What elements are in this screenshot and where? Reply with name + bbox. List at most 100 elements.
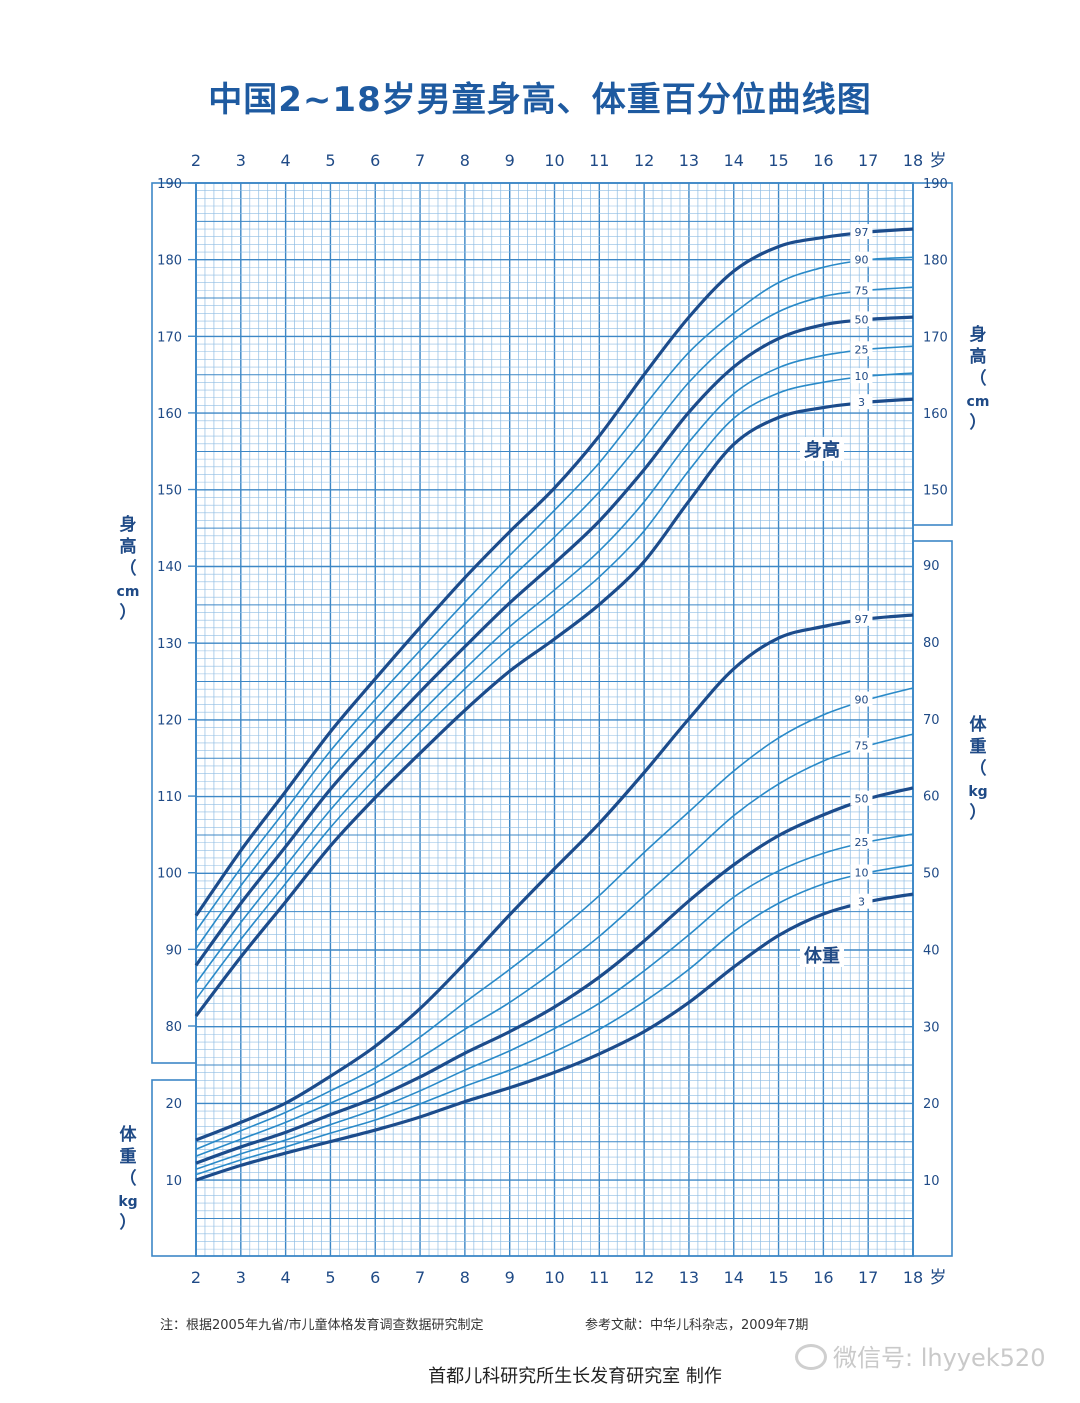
height-axis-title-left: （: [120, 558, 137, 579]
weight-p97-curve: [195, 613, 914, 1142]
weight-axis-title-left: 体: [120, 1124, 138, 1145]
weight-p10-curve: [195, 864, 914, 1176]
x-tick-label-bottom: 3: [236, 1268, 246, 1287]
x-unit-top: 岁: [930, 151, 947, 171]
weight-tick-label-right: 70: [923, 713, 940, 728]
x-tick-label-bottom: 9: [505, 1268, 515, 1287]
weight-label-bg: [850, 864, 873, 880]
height-p75-label: 75: [854, 284, 868, 297]
weight-p90-curve: [195, 687, 914, 1150]
x-tick-label-bottom: 8: [460, 1268, 470, 1287]
height-axis-title-right: 高: [970, 346, 987, 367]
height-p90-label: 90: [854, 254, 868, 267]
x-tick-label-top: 4: [281, 151, 291, 170]
height-p50-curve: [194, 315, 914, 967]
x-tick-label-top: 15: [768, 151, 788, 170]
weight-axis-title-left: ）: [120, 1212, 137, 1233]
x-tick-label-top: 9: [505, 151, 515, 170]
weight-p25-curve: [195, 833, 914, 1170]
x-tick-label-top: 7: [415, 151, 425, 170]
watermark-text: 微信号: lhyyek520: [833, 1344, 1046, 1372]
height-label-bg: [850, 311, 873, 327]
height-label-bg: [850, 341, 873, 357]
x-tick-label-bottom: 17: [858, 1268, 878, 1287]
height-axis-title-right: ）: [970, 412, 987, 433]
footnote: 注：根据2005年九省/市儿童体格发育调查数据研究制定: [160, 1318, 484, 1333]
weight-axis-title-left: kg: [118, 1194, 137, 1210]
x-tick-label-bottom: 5: [325, 1268, 335, 1287]
weight-p25-label: 25: [854, 836, 868, 849]
weight-p3-label: 3: [858, 896, 865, 909]
weight-p97-label: 97: [854, 613, 868, 626]
weight-axis-title-right: （: [970, 758, 987, 779]
height-tick-label: 130: [157, 637, 182, 652]
x-tick-label-bottom: 2: [191, 1268, 201, 1287]
height-tick-label: 120: [157, 713, 182, 728]
height-tick-label: 160: [157, 407, 182, 422]
x-tick-label-top: 5: [325, 151, 335, 170]
height-label-bg: [850, 394, 873, 410]
height-p10-curve: [195, 372, 914, 1000]
weight-tick-label-right: 10: [923, 1174, 940, 1189]
weight-axis-title-left: 重: [120, 1146, 137, 1167]
height-axis-title-left: ）: [120, 602, 137, 623]
weight-p90-label: 90: [854, 694, 868, 707]
maker-credit: 首都儿科研究所生长发育研究室 制作: [428, 1366, 722, 1387]
x-tick-label-bottom: 10: [544, 1268, 564, 1287]
height-tick-label-right: 160: [923, 407, 948, 422]
weight-tick-label-right: 30: [923, 1020, 940, 1035]
x-tick-label-bottom: 13: [679, 1268, 699, 1287]
height-block-label: 身高: [804, 439, 840, 461]
weight-axis-title-right: 体: [970, 714, 988, 735]
weight-p50-label: 50: [854, 793, 868, 806]
weight-label-bg: [850, 737, 873, 753]
height-p3-label: 3: [858, 396, 865, 409]
height-axis-box-right: [912, 182, 953, 526]
weight-tick-label-right: 50: [923, 867, 940, 882]
weight-p10-label: 10: [854, 867, 868, 880]
height-tick-label-right: 170: [923, 330, 948, 345]
reference-note: 参考文献：中华儿科杂志，2009年7期: [585, 1318, 809, 1333]
weight-tick-label-right: 90: [923, 559, 940, 574]
x-tick-label-bottom: 12: [634, 1268, 654, 1287]
weight-axis-title-right: kg: [968, 784, 987, 800]
height-p25-curve: [195, 345, 914, 984]
page-title: 中国2~18岁男童身高、体重百分位曲线图: [208, 80, 872, 120]
x-tick-label-top: 18: [903, 151, 923, 170]
weight-p50-curve: [195, 786, 914, 1165]
weight-label-bg: [850, 833, 873, 849]
x-tick-label-bottom: 18: [903, 1268, 923, 1287]
x-tick-label-top: 2: [191, 151, 201, 170]
height-p90-curve: [195, 256, 914, 932]
x-tick-label-top: 10: [544, 151, 564, 170]
height-tick-label: 90: [165, 943, 182, 958]
height-label-bg: [850, 251, 873, 267]
x-tick-label-bottom: 7: [415, 1268, 425, 1287]
weight-label-bg: [850, 893, 873, 909]
x-tick-label-bottom: 11: [589, 1268, 609, 1287]
wechat-icon: [795, 1344, 827, 1370]
height-axis-title-left: cm: [117, 584, 140, 600]
weight-block-label-bg: [800, 943, 844, 967]
x-tick-label-top: 14: [724, 151, 744, 170]
weight-label-bg: [850, 790, 873, 806]
height-axis-title-right: 身: [970, 324, 987, 345]
weight-tick-label-right: 40: [923, 943, 940, 958]
chart-grid: [195, 182, 914, 1256]
height-axis-title-right: （: [970, 368, 987, 389]
x-tick-label-bottom: 4: [281, 1268, 291, 1287]
height-tick-label: 100: [157, 867, 182, 882]
x-tick-label-top: 11: [589, 151, 609, 170]
weight-label-bg: [850, 610, 873, 626]
height-p75-curve: [195, 286, 914, 950]
height-p97-label: 97: [854, 226, 868, 239]
weight-tick-label-right: 80: [923, 636, 940, 651]
height-axis-title-right: cm: [967, 394, 990, 410]
watermark: 微信号: lhyyek520: [795, 1338, 1045, 1373]
x-tick-label-bottom: 15: [768, 1268, 788, 1287]
height-p3-curve: [194, 397, 914, 1018]
x-tick-label-top: 6: [370, 151, 380, 170]
height-tick-label: 190: [157, 177, 182, 192]
